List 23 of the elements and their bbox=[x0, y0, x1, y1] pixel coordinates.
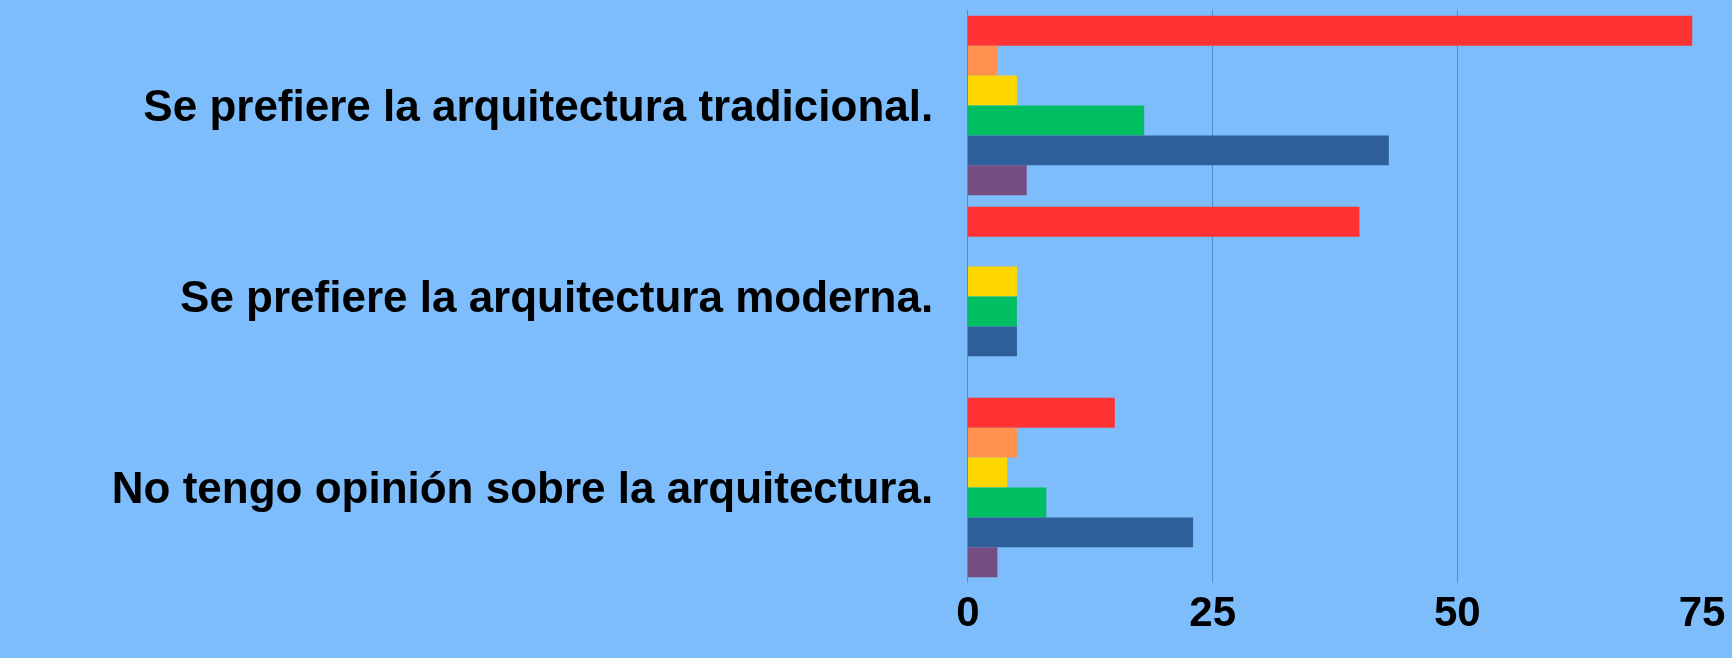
bar bbox=[968, 135, 1389, 166]
y-tick-label: Se prefiere la arquitectura moderna. bbox=[180, 271, 934, 321]
bar bbox=[968, 457, 1008, 488]
x-tick-label: 75 bbox=[1678, 588, 1726, 635]
bar bbox=[968, 397, 1115, 428]
bar bbox=[968, 517, 1194, 548]
bar bbox=[968, 15, 1693, 46]
bar bbox=[968, 105, 1145, 136]
bar bbox=[968, 547, 998, 578]
bar bbox=[968, 206, 1360, 237]
bar bbox=[968, 427, 1017, 458]
bar bbox=[968, 75, 1017, 106]
x-tick-label: 0 bbox=[956, 588, 980, 635]
x-tick-label: 50 bbox=[1433, 588, 1481, 635]
bar bbox=[968, 487, 1047, 518]
x-tick-label: 25 bbox=[1189, 588, 1237, 635]
bar bbox=[968, 296, 1017, 327]
y-tick-label: Se prefiere la arquitectura tradicional. bbox=[143, 80, 934, 130]
bar bbox=[968, 326, 1017, 357]
y-tick-label: No tengo opinión sobre la arquitectura. bbox=[111, 462, 934, 512]
bar bbox=[968, 266, 1017, 297]
bar bbox=[968, 165, 1027, 196]
bar bbox=[968, 45, 998, 76]
